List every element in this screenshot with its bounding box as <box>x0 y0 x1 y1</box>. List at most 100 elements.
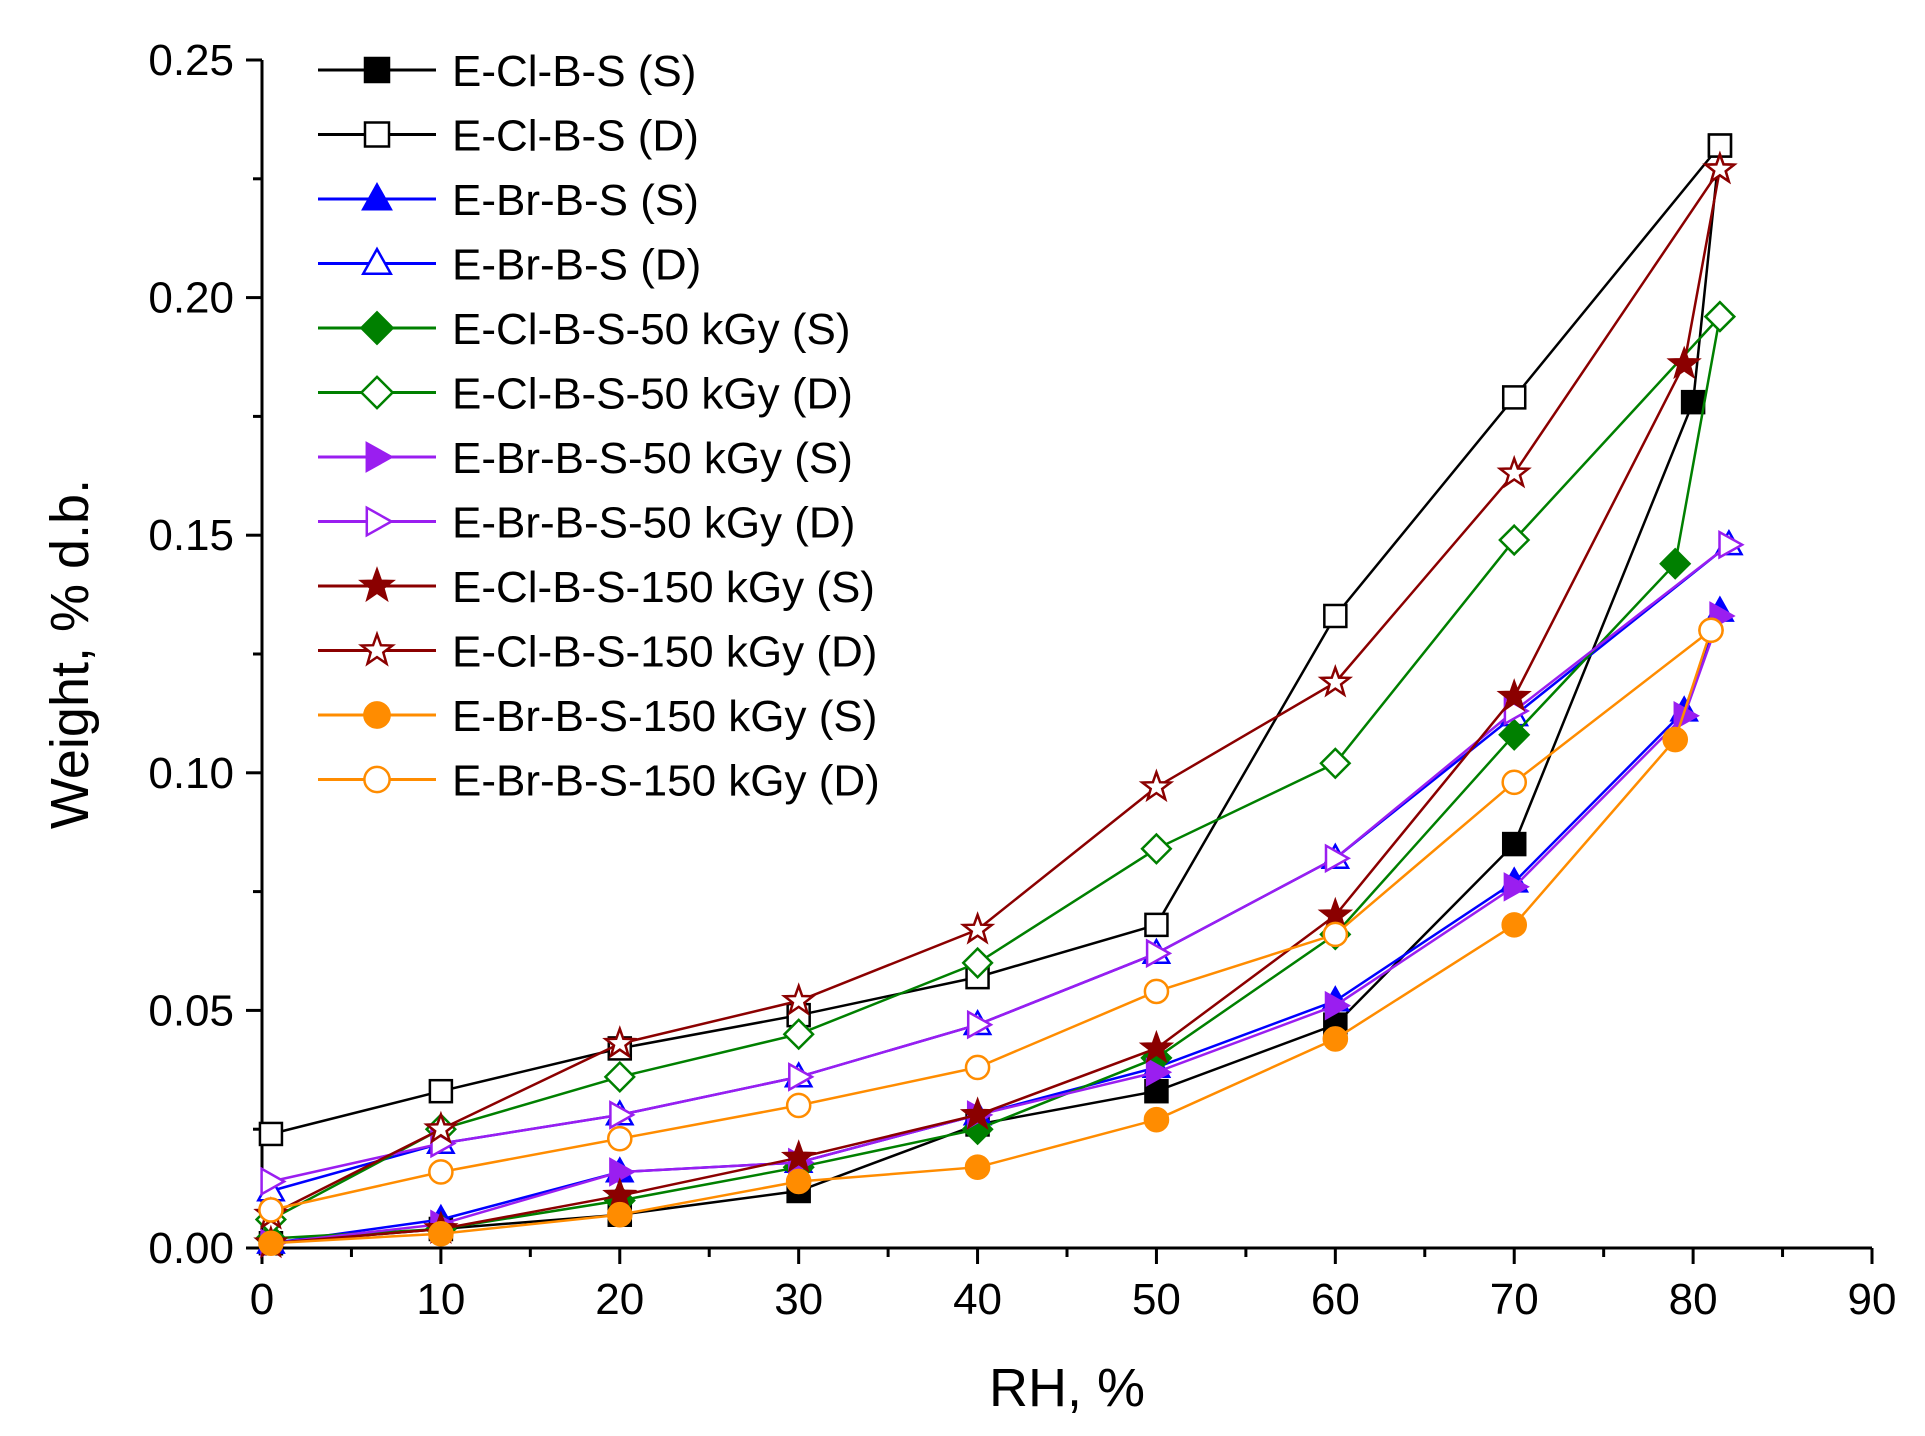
data-point-marker <box>606 1125 633 1152</box>
legend-label: E-Br-B-S (S) <box>452 176 699 225</box>
legend-item: E-Cl-B-S (D) <box>318 112 699 161</box>
x-tick-label: 50 <box>1132 1275 1181 1324</box>
data-point-marker <box>1498 718 1531 751</box>
y-tick-label: 0.05 <box>148 986 234 1035</box>
data-point-marker <box>1666 345 1702 380</box>
data-point-marker <box>258 1121 284 1147</box>
data-point-marker <box>606 1201 633 1228</box>
data-point-marker <box>780 1139 817 1173</box>
data-point-marker <box>959 1096 996 1131</box>
data-point-marker <box>1501 831 1527 857</box>
data-point-marker <box>428 1078 454 1104</box>
legend-label: E-Cl-B-S (S) <box>452 47 696 96</box>
data-point-marker <box>1662 726 1689 753</box>
data-point-marker <box>1324 843 1352 874</box>
series-line <box>270 615 1722 1245</box>
data-point-marker <box>258 1197 284 1223</box>
series-12 <box>258 617 1724 1223</box>
data-point-marker <box>363 56 391 84</box>
data-point-marker <box>361 182 393 211</box>
data-point-marker <box>1322 921 1349 948</box>
data-point-marker <box>1323 603 1348 629</box>
legend-label: E-Cl-B-S-150 kGy (S) <box>452 563 875 612</box>
data-point-marker <box>363 701 391 729</box>
data-point-marker <box>1702 150 1738 185</box>
legend-item: E-Br-B-S-50 kGy (S) <box>318 434 853 483</box>
data-point-marker <box>602 1177 638 1211</box>
data-point-marker <box>964 1154 991 1181</box>
data-point-marker <box>961 946 994 979</box>
data-point-marker <box>1143 1106 1170 1133</box>
data-point-marker <box>603 1060 636 1093</box>
data-point-marker <box>1703 300 1736 333</box>
x-tick-label: 60 <box>1311 1275 1360 1324</box>
data-point-marker <box>1138 1029 1175 1064</box>
legend-label: E-Br-B-S-50 kGy (D) <box>452 499 855 548</box>
data-point-marker <box>602 1025 638 1059</box>
data-point-marker <box>788 1062 815 1092</box>
data-point-marker <box>782 1018 815 1051</box>
y-tick-label: 0.20 <box>148 274 234 323</box>
data-point-marker <box>1501 769 1528 796</box>
data-point-marker <box>1680 389 1706 415</box>
data-point-marker <box>359 375 395 410</box>
data-point-marker <box>1319 747 1352 780</box>
data-point-marker <box>964 1054 991 1081</box>
legend-item: E-Br-B-S-150 kGy (D) <box>318 757 880 806</box>
data-point-marker <box>780 982 817 1016</box>
data-point-marker <box>1503 872 1530 902</box>
y-axis: 0.00 0.05 0.10 0.15 0.20 0.25 <box>148 36 262 1273</box>
legend-item: E-Cl-B-S (S) <box>318 47 696 96</box>
data-point-marker <box>363 121 391 148</box>
series-line <box>270 610 1722 1245</box>
x-tick-label: 70 <box>1490 1275 1539 1324</box>
data-point-marker <box>785 1168 812 1195</box>
data-point-marker <box>1317 663 1354 698</box>
legend-item: E-Cl-B-S-50 kGy (D) <box>318 370 853 419</box>
y-tick-label: 0.10 <box>148 749 234 798</box>
legend-item: E-Cl-B-S-150 kGy (D) <box>318 628 877 677</box>
x-tick-label: 40 <box>953 1275 1002 1324</box>
data-point-marker <box>428 1159 454 1185</box>
data-point-marker <box>1138 768 1175 803</box>
legend-label: E-Cl-B-S-150 kGy (D) <box>452 628 877 677</box>
legend-label: E-Br-B-S-150 kGy (D) <box>452 757 880 806</box>
data-point-marker <box>1496 678 1532 712</box>
data-point-marker <box>1143 978 1170 1005</box>
legend-item: E-Br-B-S-150 kGy (S) <box>318 692 877 741</box>
y-tick-label: 0.00 <box>148 1224 234 1273</box>
data-point-marker <box>1145 1057 1173 1087</box>
data-point-marker <box>428 1220 454 1247</box>
y-axis-title: Weight, % d.b. <box>40 479 100 829</box>
x-tick-label: 0 <box>250 1275 274 1324</box>
legend-item: E-Br-B-S (S) <box>318 176 699 225</box>
data-point-marker <box>959 911 996 945</box>
legend-item: E-Cl-B-S-150 kGy (S) <box>318 563 875 612</box>
data-point-marker <box>359 310 395 346</box>
legend-label: E-Br-B-S-50 kGy (S) <box>452 434 853 483</box>
x-axis-title: RH, % <box>989 1358 1145 1418</box>
series-line <box>270 145 1722 1245</box>
series-11 <box>258 617 1724 1257</box>
data-point-marker <box>1322 1026 1349 1052</box>
data-point-marker <box>1140 832 1173 865</box>
data-point-marker <box>1659 547 1692 580</box>
data-point-marker <box>1718 529 1745 560</box>
legend-label: E-Br-B-S (D) <box>452 241 701 290</box>
data-point-marker <box>1145 938 1173 969</box>
x-tick-label: 80 <box>1669 1275 1718 1324</box>
legend-item: E-Br-B-S-50 kGy (D) <box>318 499 855 548</box>
y-tick-label: 0.15 <box>148 511 234 560</box>
x-tick-label: 90 <box>1848 1275 1897 1324</box>
data-point-marker <box>1324 990 1352 1021</box>
x-tick-label: 20 <box>595 1275 644 1324</box>
data-point-marker <box>358 630 396 667</box>
x-tick-label: 10 <box>416 1275 465 1324</box>
legend-item: E-Br-B-S (D) <box>318 241 701 290</box>
series-10 <box>253 150 1738 1230</box>
data-point-marker <box>1498 523 1531 557</box>
data-point-marker <box>423 1110 459 1145</box>
data-point-marker <box>1496 454 1532 489</box>
legend: E-Cl-B-S (S) E-Cl-B-S (D) E-Br-B-S (S) E-Br… <box>318 47 880 806</box>
